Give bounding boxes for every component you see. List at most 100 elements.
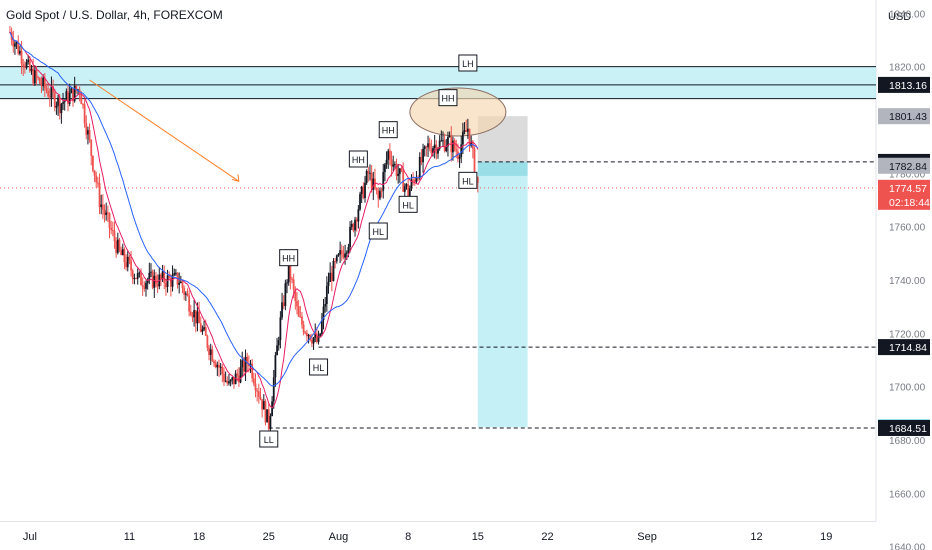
candle-body <box>165 283 167 288</box>
candle-body <box>453 140 456 150</box>
x-tick-label: Jul <box>23 531 37 543</box>
candle-body <box>83 104 86 124</box>
candle-body <box>111 230 114 232</box>
candle-body <box>294 289 297 302</box>
x-tick-label: Aug <box>329 531 349 543</box>
candle-body <box>463 130 466 132</box>
candle-body <box>405 184 408 187</box>
candle-body <box>372 178 375 190</box>
candle-body <box>369 172 371 174</box>
candle-body <box>349 226 351 248</box>
candle-body <box>82 104 84 106</box>
candle-body <box>201 329 204 332</box>
candle-body <box>461 131 464 145</box>
candle-body <box>188 295 191 312</box>
candle-body <box>224 380 227 382</box>
candle-body <box>302 324 305 333</box>
candle-body <box>238 375 240 383</box>
candle-body <box>296 301 298 307</box>
candle-body <box>67 91 69 104</box>
candle-body <box>392 164 395 167</box>
candle-body <box>365 171 368 183</box>
candle-body <box>470 142 473 146</box>
candle-body <box>143 286 146 289</box>
swing-label: HH <box>438 89 458 107</box>
candle-body <box>397 173 400 176</box>
candle-body <box>125 262 127 268</box>
candle-body <box>257 391 260 397</box>
candle-body <box>221 366 224 374</box>
candle-body <box>72 88 74 102</box>
candle-body <box>40 83 43 87</box>
candle-body <box>267 409 270 430</box>
swing-label-box <box>398 195 418 213</box>
candle-body <box>266 409 269 423</box>
candle-body <box>437 148 439 154</box>
candle-body <box>130 260 132 271</box>
candle-body <box>282 302 285 307</box>
candle-body <box>345 252 348 254</box>
candle-body <box>455 149 458 152</box>
candle-body <box>440 140 443 142</box>
candle-body <box>334 260 337 262</box>
candle-body <box>193 310 196 318</box>
y-tick-label: 1720.00 <box>889 329 926 340</box>
x-tick-label: 18 <box>193 531 205 543</box>
candle-body <box>131 270 134 279</box>
swing-label-box <box>458 54 478 72</box>
currency-label: USD <box>888 11 911 23</box>
swing-label-box <box>458 171 478 189</box>
candle-body <box>251 363 254 379</box>
y-tick-label: 1700.00 <box>889 383 926 394</box>
swing-label-text: LH <box>462 59 474 69</box>
candle-body <box>126 256 129 268</box>
candle-body <box>62 102 64 104</box>
candle-body <box>355 219 358 222</box>
candle-body <box>329 272 332 282</box>
candle-body <box>458 156 461 159</box>
candle-body <box>385 159 388 165</box>
candle-body <box>322 306 325 321</box>
candle-body <box>19 50 21 54</box>
candle-body <box>169 277 172 287</box>
candle-body <box>452 140 454 153</box>
candle-body <box>17 42 20 54</box>
candle-body <box>92 155 94 171</box>
candle-body <box>400 168 403 171</box>
candle-body <box>153 275 156 288</box>
candle-body <box>216 364 219 368</box>
candle-body <box>387 150 390 160</box>
swing-label-box <box>259 430 279 448</box>
candle-body <box>105 212 108 215</box>
candle-body <box>115 241 118 253</box>
candle-body <box>377 190 380 199</box>
swing-label-box <box>279 249 299 267</box>
candle-body <box>236 373 239 376</box>
candle-body <box>47 90 50 97</box>
candle-body <box>189 311 192 316</box>
target-zone <box>477 161 528 428</box>
candle-body <box>178 282 181 285</box>
candle-body <box>301 316 303 325</box>
candle-body <box>468 128 471 146</box>
candle-body <box>281 302 283 318</box>
y-tick-label: 1780.00 <box>889 169 926 180</box>
y-tick-label: 1840.00 <box>889 9 926 20</box>
swing-label: HL <box>398 195 418 213</box>
candle-body <box>191 315 194 318</box>
candle-body <box>101 204 104 210</box>
candle-body <box>261 399 264 410</box>
candle-body <box>252 378 255 384</box>
candle-body <box>146 280 149 283</box>
candle-body <box>423 146 426 149</box>
candle-body <box>133 277 136 279</box>
candle-body <box>53 92 56 108</box>
candle-body <box>342 253 345 258</box>
candle-body <box>432 148 434 154</box>
chart-title: Gold Spot / U.S. Dollar, 4h, FOREXCOM <box>6 8 223 22</box>
candle-body <box>100 204 103 208</box>
candle-body <box>239 367 242 383</box>
candle-body <box>380 190 383 192</box>
candle-body <box>276 345 278 356</box>
